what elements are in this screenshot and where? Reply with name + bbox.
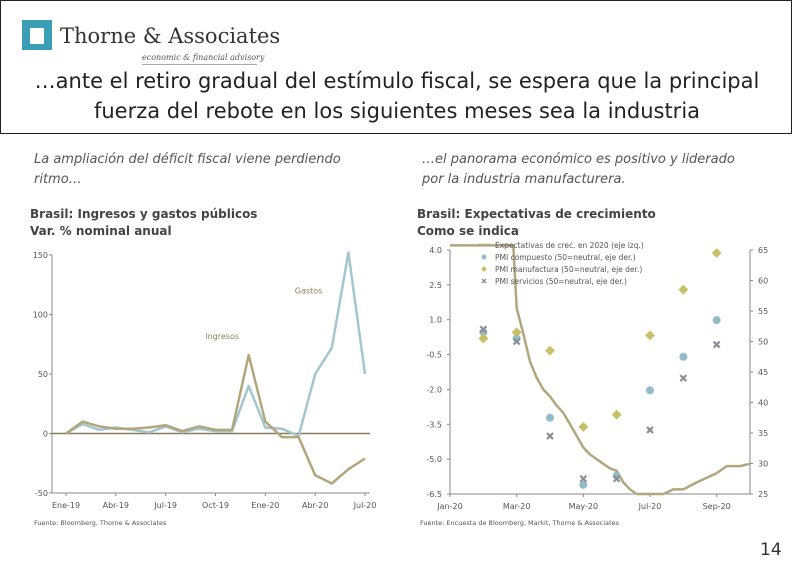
growth-chart: 4.0 2.5 1.0 -0.5 -2.0 -3.5 -5.0 -6.5 65 60 55 50 45 4… — [426, 241, 768, 511]
left-intro: La ampliación del déficit fiscal viene p… — [34, 150, 341, 190]
page-title-line-1: …ante el retiro gradual del estímulo fis… — [34, 69, 760, 93]
y-tick-label: 0 — [43, 430, 48, 439]
left-chart-title: Brasil: Ingresos y gastos públicos Var. … — [30, 206, 257, 240]
brand-name: Thorne & Associates — [60, 24, 281, 48]
pmi-manufactura-point — [478, 333, 489, 344]
x-tick-label: Jul-19 — [153, 501, 177, 510]
y-right-tick-label: 60 — [758, 277, 768, 286]
brand-divider — [142, 64, 257, 65]
pmi-manufactura-point — [645, 330, 655, 341]
series-line-expectativas — [450, 244, 751, 496]
y-right-tick-label: 25 — [758, 490, 768, 499]
header-frame — [0, 0, 792, 134]
series-label-ingresos: Ingresos — [205, 332, 239, 341]
brand-mark-icon — [22, 20, 52, 50]
right-intro-line-1: …el panorama económico es positivo y lid… — [422, 152, 735, 167]
x-tick-label: Abr-19 — [103, 501, 129, 510]
x-tick-label: Oct-19 — [202, 501, 229, 510]
pmi-servicios-point — [579, 474, 588, 483]
left-intro-line-2: ritmo… — [34, 172, 82, 187]
legend-item: Expectativas de crec. en 2020 (eje izq.) — [495, 241, 644, 250]
pmi-manufactura-point — [578, 421, 589, 432]
y-tick-label: -50 — [35, 489, 48, 498]
y-tick-label: 50 — [38, 370, 48, 379]
y-left-tick-label: -3.5 — [426, 420, 442, 429]
pmi-servicios-point — [679, 374, 688, 382]
x-tick-label: Ene-20 — [251, 501, 279, 510]
pmi-manufactura-point — [611, 409, 622, 420]
brand-tagline: economic & financial advisory — [142, 53, 265, 62]
x-tick-label: Jan-20 — [436, 502, 462, 511]
x-tick-label: Ene-19 — [52, 501, 80, 510]
x-tick-label: Jul-20 — [638, 502, 662, 511]
y-right-tick-label: 65 — [758, 246, 768, 255]
left-intro-line-1: La ampliación del déficit fiscal viene p… — [34, 152, 341, 167]
pmi-servicios-point — [612, 474, 621, 483]
y-left-tick-label: -5.0 — [426, 455, 442, 464]
x-tick-label: Abr-20 — [302, 501, 328, 510]
pmi-compuesto-point — [712, 316, 721, 325]
y-tick-label: 100 — [33, 311, 48, 320]
y-left-tick-label: -6.5 — [426, 490, 442, 499]
fiscal-chart: 150 100 50 0 -50 Ene-19 Abr-19 Jul-19 Oct-19 Ene-… — [33, 251, 377, 510]
y-right-tick-label: 35 — [758, 429, 768, 438]
pmi-manufactura-point — [545, 345, 555, 356]
y-left-tick-label: 2.5 — [429, 281, 442, 290]
pmi-compuesto-point — [579, 480, 588, 489]
y-right-tick-label: 45 — [758, 368, 768, 377]
right-chart-title: Brasil: Expectativas de crecimiento Como… — [417, 206, 656, 240]
pmi-compuesto-point — [679, 352, 688, 361]
legend-key-pmi-servicios — [481, 278, 487, 284]
pmi-manufactura-point — [678, 284, 689, 295]
left-chart-subtitle: Var. % nominal anual — [30, 224, 172, 238]
legend-item: PMI compuesto (50=neutral, eje der.) — [495, 253, 636, 262]
x-tick-label: May-20 — [569, 502, 598, 511]
legend-item: PMI manufactura (50=neutral, eje der.) — [495, 265, 642, 274]
legend-key-pmi-compuesto — [481, 254, 487, 260]
y-left-tick-label: -2.0 — [426, 385, 442, 394]
left-source-note: Fuente: Bloomberg, Thorne & Associates — [34, 519, 167, 527]
x-tick-label: Mar-20 — [503, 502, 531, 511]
y-right-tick-label: 55 — [758, 307, 768, 316]
pmi-servicios-point — [512, 337, 521, 346]
pmi-servicios-point — [479, 325, 488, 334]
pmi-servicios-point — [712, 340, 721, 349]
right-intro-line-2: por la industria manufacturera. — [422, 172, 626, 187]
right-source-note: Fuente: Encuesta de Bloomberg, Markit, T… — [420, 519, 619, 527]
legend-key-pmi-manufactura — [481, 266, 487, 272]
left-chart-title-line-1: Brasil: Ingresos y gastos públicos — [30, 207, 258, 221]
right-chart-title-line-1: Brasil: Expectativas de crecimiento — [417, 207, 656, 221]
y-right-tick-label: 40 — [758, 399, 768, 408]
pmi-compuesto-point — [646, 386, 654, 395]
pmi-compuesto-point — [546, 413, 554, 422]
pmi-servicios-point — [646, 426, 654, 434]
series-line-gastos — [65, 251, 367, 438]
y-right-tick-label: 30 — [758, 460, 768, 469]
x-tick-label: Sep-20 — [703, 502, 731, 511]
y-left-tick-label: -0.5 — [426, 351, 442, 360]
legend-item: PMI servicios (50=neutral, eje der.) — [495, 277, 627, 286]
y-tick-label: 150 — [33, 251, 48, 260]
page-title-line-2: fuerza del rebote en los siguientes mese… — [93, 99, 701, 123]
pmi-servicios-point — [546, 432, 554, 440]
y-left-tick-label: 1.0 — [429, 316, 442, 325]
pmi-manufactura-point — [711, 248, 722, 258]
pmi-manufactura-point — [511, 327, 522, 338]
y-left-tick-label: 4.0 — [429, 246, 442, 255]
page-title: …ante el retiro gradual del estímulo fis… — [0, 66, 794, 126]
x-tick-label: Jul-20 — [353, 501, 377, 510]
right-chart-subtitle: Como se indica — [417, 224, 520, 238]
page-number: 14 — [760, 540, 782, 560]
right-intro: …el panorama económico es positivo y lid… — [422, 150, 735, 190]
y-right-tick-label: 50 — [758, 338, 768, 347]
series-label-gastos: Gastos — [295, 287, 322, 296]
series-line-ingresos — [65, 353, 366, 485]
